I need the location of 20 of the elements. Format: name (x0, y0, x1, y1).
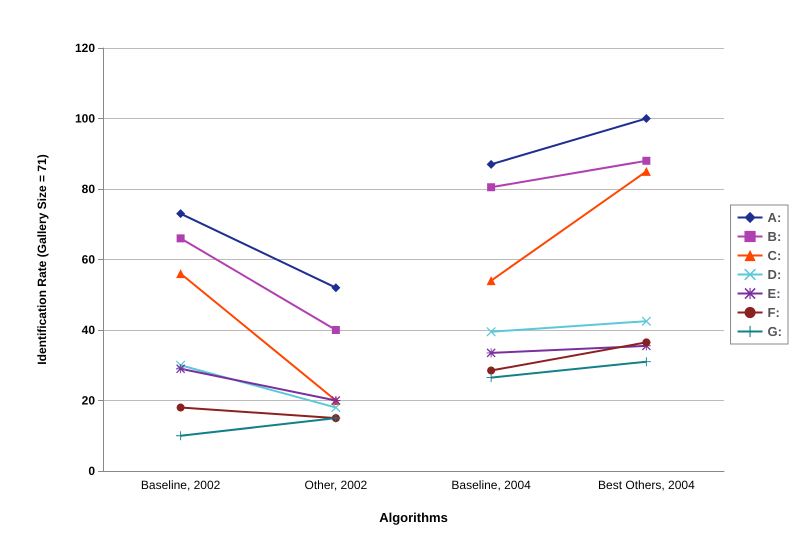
y-tick-label: 0 (88, 464, 96, 478)
legend-label: G: (768, 324, 782, 339)
legend-label: D: (768, 267, 782, 282)
legend-label: A: (768, 210, 782, 225)
legend-label: B: (768, 229, 782, 244)
y-tick-label: 120 (74, 41, 96, 55)
x-axis-title: Algorithms (379, 510, 448, 525)
legend-label: E: (768, 286, 781, 301)
y-tick-label: 80 (82, 182, 96, 196)
y-axis-title: Identification Rate (Gallery Size = 71) (35, 154, 49, 365)
y-tick-label: 100 (74, 112, 96, 126)
y-tick-label: 60 (82, 252, 96, 266)
legend-label: F: (768, 305, 780, 320)
x-tick-label: Baseline, 2004 (451, 478, 532, 492)
y-tick-label: 20 (82, 394, 96, 408)
x-tick-label: Other, 2002 (304, 478, 368, 492)
y-tick-label: 40 (82, 323, 96, 337)
legend-label: C: (768, 248, 782, 263)
x-tick-label: Best Others, 2004 (598, 478, 696, 492)
x-tick-label: Baseline, 2002 (140, 478, 221, 492)
